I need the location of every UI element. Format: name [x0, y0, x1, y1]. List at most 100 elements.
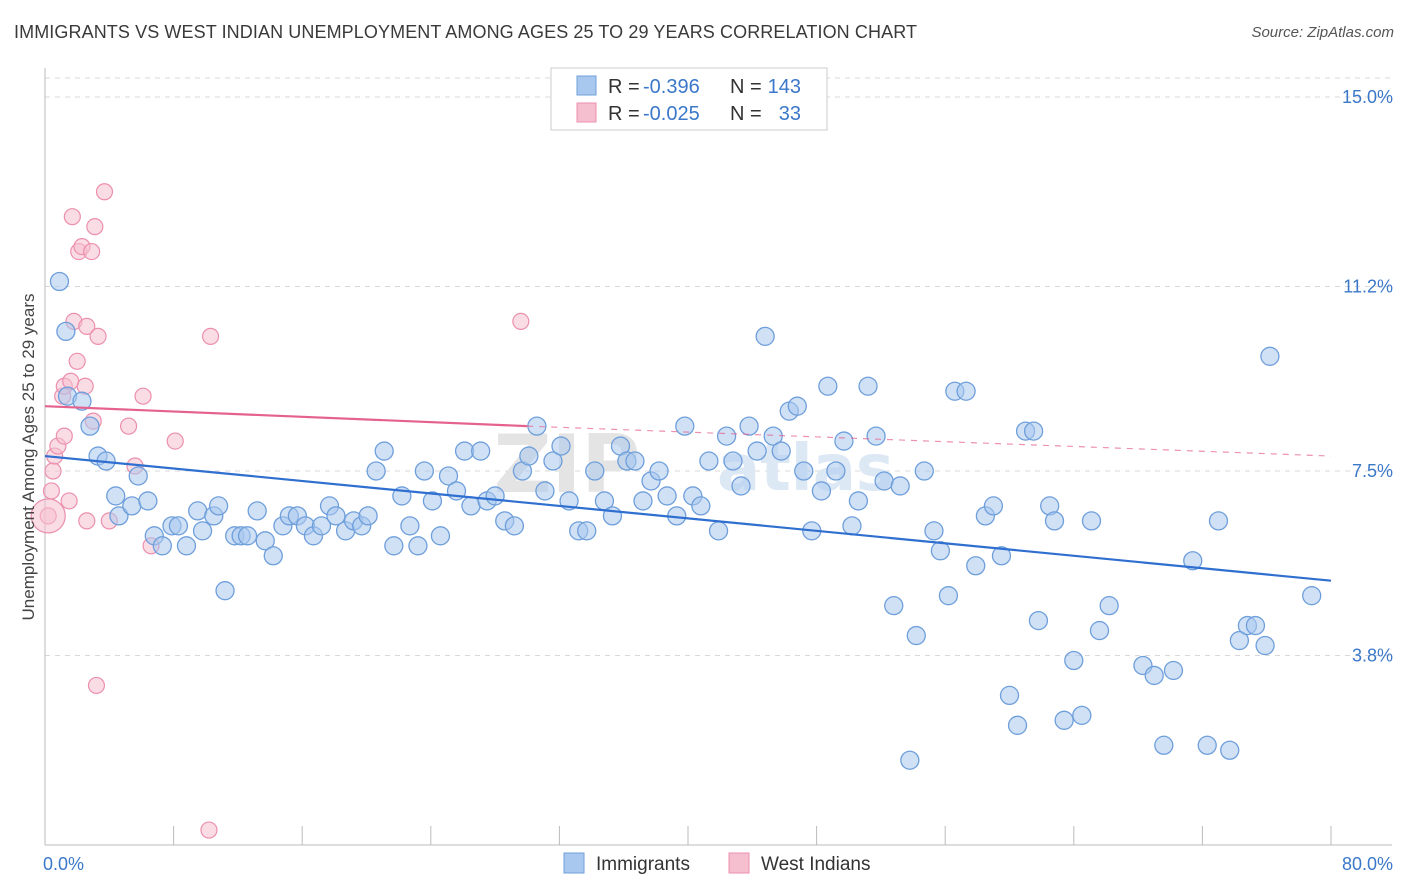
immigrants-point [991, 546, 1012, 566]
immigrants-point [461, 496, 481, 516]
west-indians-point [200, 821, 218, 839]
immigrants-point [1044, 511, 1065, 531]
immigrants-point [358, 506, 378, 526]
west-indians-legend-label: West Indians [761, 854, 870, 875]
immigrants-point [1028, 610, 1049, 631]
legend-n-value-2: 33 [779, 103, 801, 125]
immigrants-bottom-swatch [563, 852, 585, 874]
immigrants-point [374, 441, 394, 461]
immigrants-point [215, 581, 235, 601]
immigrants-point [890, 476, 910, 496]
chart-title: IMMIGRANTS VS WEST INDIAN UNEMPLOYMENT A… [14, 22, 918, 42]
immigrants-point [723, 451, 743, 471]
immigrants-point [263, 546, 283, 566]
immigrants-point [739, 416, 759, 436]
west-indians-point [63, 208, 81, 226]
immigrants-point [577, 521, 597, 541]
immigrants-point [657, 486, 677, 506]
y-tick-label-0: 3.8% [1352, 646, 1393, 666]
immigrants-point [128, 466, 148, 486]
legend-r-label-2: R = [608, 103, 640, 125]
legend-n-value-1: 143 [768, 76, 801, 98]
x-tick-label-max: 80.0% [1342, 854, 1393, 874]
legend-n-label-2: N = [730, 103, 762, 125]
west-indians-point [134, 387, 152, 405]
west-indians-trend-extension [527, 425, 1332, 457]
immigrants-points [49, 271, 1322, 770]
immigrants-point [983, 496, 1004, 516]
west-indians-point [78, 512, 96, 530]
west-indians-point [62, 372, 80, 390]
immigrants-point [866, 426, 886, 446]
immigrants-point [430, 526, 451, 546]
y-tick-label-2: 11.2% [1343, 276, 1393, 296]
immigrants-point [414, 461, 435, 481]
immigrants-point [72, 391, 92, 411]
y-tick-label-1: 7.5% [1352, 461, 1393, 481]
immigrants-point [176, 536, 197, 556]
immigrants-point [787, 396, 807, 416]
immigrants-point [848, 491, 869, 511]
immigrants-point [1054, 710, 1074, 730]
x-tick-label-min: 0.0% [43, 854, 84, 874]
legend-r-value-1: -0.396 [643, 76, 700, 98]
immigrants-point [1260, 346, 1280, 366]
immigrants-legend-label: Immigrants [596, 854, 690, 875]
west-indians-point [95, 183, 114, 201]
immigrants-trend-line [44, 454, 1332, 582]
immigrants-point [1072, 705, 1092, 725]
immigrants-point [900, 750, 920, 770]
immigrants-point [422, 491, 443, 511]
west-indians-point [76, 377, 94, 395]
immigrants-point [818, 376, 838, 396]
source-label: Source: ZipAtlas.com [1251, 24, 1394, 41]
immigrants-point [122, 496, 142, 516]
immigrants-point [1220, 740, 1240, 760]
immigrants-point [192, 521, 213, 541]
west-indians-point [87, 676, 106, 695]
immigrants-point [826, 461, 846, 481]
immigrants-point [470, 441, 491, 461]
immigrants-point [966, 556, 986, 576]
immigrants-point [1007, 715, 1028, 735]
series-legend: Immigrants West Indians [563, 852, 870, 875]
immigrants-point [519, 446, 539, 466]
west-indians-legend-swatch [576, 102, 597, 123]
west-indians-point [78, 317, 96, 335]
immigrants-legend-swatch [576, 75, 597, 96]
immigrants-point [924, 521, 944, 541]
immigrants-point [884, 595, 904, 616]
immigrants-point [311, 516, 332, 536]
west-indians-point [42, 482, 61, 500]
west-indians-point [119, 417, 138, 435]
immigrants-point [1081, 511, 1102, 531]
immigrants-point [794, 461, 814, 481]
immigrants-point [152, 536, 172, 556]
immigrants-point [80, 416, 100, 436]
immigrants-point [504, 516, 525, 536]
immigrants-point [1089, 620, 1110, 641]
immigrants-point [834, 431, 854, 451]
immigrants-point [771, 441, 791, 461]
immigrants-point [1183, 551, 1203, 571]
immigrants-point [168, 516, 189, 536]
immigrants-point [551, 436, 571, 456]
immigrants-point [842, 516, 862, 536]
immigrants-point [138, 491, 158, 511]
immigrants-point [747, 441, 767, 461]
immigrants-point [731, 476, 751, 496]
legend-n-label-1: N = [730, 76, 762, 98]
west-indians-point [166, 432, 184, 450]
immigrants-point [1144, 665, 1164, 686]
west-indians-point [55, 427, 73, 445]
immigrants-point [237, 526, 258, 546]
west-indians-point [68, 352, 86, 370]
immigrants-point [326, 506, 346, 526]
immigrants-point [716, 426, 737, 446]
immigrants-point [1023, 421, 1044, 441]
immigrants-point [691, 496, 711, 516]
west-indians-trend-line [44, 405, 528, 428]
immigrants-point [914, 461, 934, 481]
correlation-legend: R = -0.396 N = 143 R = -0.025 N = 33 [550, 67, 828, 131]
